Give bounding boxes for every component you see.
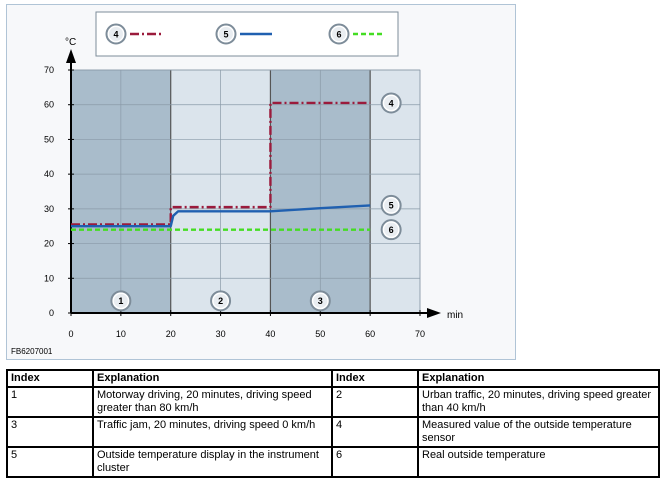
legend: 4 5 6 [95,11,399,57]
figure-id: FB6207001 [11,347,53,356]
series-badge-4-label: 4 [389,98,394,108]
table-header-row: Index Explanation Index Explanation [6,369,660,388]
tick-labels: 0 10 20 30 40 50 60 70 0 10 20 30 40 50 60 70 [44,65,425,339]
header-explanation-1: Explanation [92,369,333,388]
y-tick-label: 70 [44,65,54,75]
header-explanation-2: Explanation [417,369,660,388]
legend-badge-4-label: 4 [113,29,118,39]
legend-badge-5-fill [219,27,233,41]
legend-badge-6: 6 [328,23,350,45]
phase-badge-2-label: 2 [218,296,223,306]
phase-bands [71,70,420,313]
series-badge-5-fill [384,198,399,213]
x-tick-label: 30 [216,329,226,339]
series-badge-6-label: 6 [389,225,394,235]
table-cell: 4 [331,416,419,448]
table-cell: Real outside temperature [417,446,660,478]
phase-badge-3-fill [313,293,328,308]
table-cell: 2 [331,386,419,418]
legend-badge-5: 5 [215,23,237,45]
header-index-1: Index [6,369,94,388]
phase-badge-1-fill [113,293,128,308]
x-tick-label: 0 [68,329,73,339]
table-cell: Urban traffic, 20 minutes, driving speed… [417,386,660,418]
legend-badge-6-label: 6 [336,29,341,39]
x-tick-label: 40 [265,329,275,339]
series-badge-6: 6 [380,219,402,241]
x-tick-label: 50 [315,329,325,339]
x-tick-label: 20 [166,329,176,339]
y-axis-label: °C [65,37,76,48]
legend-badge-4-fill [109,27,123,41]
table-row: 1 Motorway driving, 20 minutes, driving … [6,386,660,418]
x-axis-label: min [447,310,463,321]
index-table: Index Explanation Index Explanation 1 Mo… [6,369,660,478]
phase-badge-3: 3 [309,290,331,312]
legend-badge-5-label: 5 [223,29,228,39]
table-row: 3 Traffic jam, 20 minutes, driving speed… [6,416,660,448]
phase-badge-3-label: 3 [318,296,323,306]
y-tick-label: 0 [49,308,54,318]
table-cell: Outside temperature display in the instr… [92,446,333,478]
table-row: 5 Outside temperature display in the ins… [6,446,660,478]
y-tick-label: 50 [44,134,54,144]
series-lines [71,101,371,231]
table-cell: 1 [6,386,94,418]
x-axis-arrow [427,308,441,318]
chart-figure: 0 10 20 30 40 50 60 70 0 10 20 30 40 50 60 70 1 2 3 4 5 6 4 5… [6,4,516,360]
badges: 1 2 3 4 5 6 [110,92,402,312]
temperature-chart: 0 10 20 30 40 50 60 70 0 10 20 30 40 50 60 70 1 2 3 4 5 6 4 5… [11,11,463,356]
x-tick-label: 70 [415,329,425,339]
legend-badge-6-fill [332,27,346,41]
y-tick-label: 40 [44,169,54,179]
table-cell: Motorway driving, 20 minutes, driving sp… [92,386,333,418]
phase-badge-2: 2 [210,290,232,312]
table-cell: Measured value of the outside temperatur… [417,416,660,448]
series-badge-5: 5 [380,194,402,216]
x-tick-label: 60 [365,329,375,339]
series-badge-4-fill [384,95,399,110]
phase-badge-1-label: 1 [118,296,123,306]
y-tick-label: 60 [44,100,54,110]
series-badge-5-label: 5 [389,201,394,211]
header-index-2: Index [331,369,419,388]
phase-badge-1: 1 [110,290,132,312]
series-badge-4: 4 [380,92,402,114]
y-tick-label: 10 [44,273,54,283]
axes [66,49,441,318]
series-5-line [71,204,371,228]
y-tick-label: 20 [44,239,54,249]
table-cell: Traffic jam, 20 minutes, driving speed 0… [92,416,333,448]
table-cell: 3 [6,416,94,448]
y-axis-arrow [66,49,76,63]
table-cell: 6 [331,446,419,478]
legend-badge-4: 4 [105,23,127,45]
phase-badge-2-fill [213,293,228,308]
series-badge-6-fill [384,222,399,237]
series-4-line [71,101,371,226]
y-tick-label: 30 [44,204,54,214]
table-cell: 5 [6,446,94,478]
x-tick-label: 10 [116,329,126,339]
